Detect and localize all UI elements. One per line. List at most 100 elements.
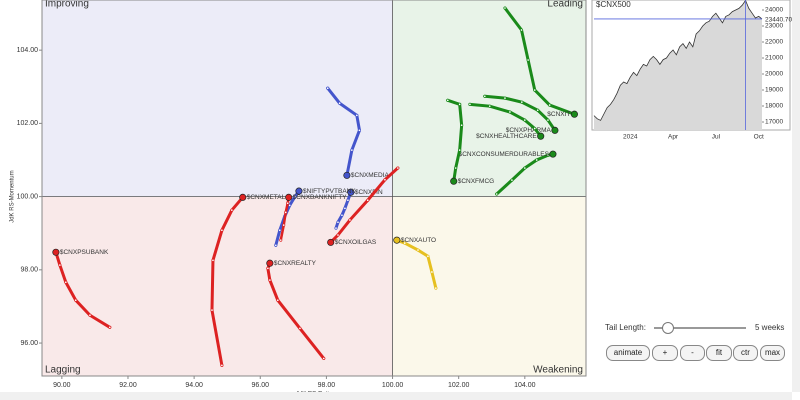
tail-point bbox=[88, 313, 92, 317]
y-tick-label: 102.00 bbox=[17, 120, 39, 127]
tail-point bbox=[430, 270, 434, 274]
tail-point bbox=[510, 178, 514, 182]
tail-point bbox=[350, 148, 354, 152]
tail-point bbox=[338, 101, 342, 105]
control-button[interactable]: ctr bbox=[733, 345, 758, 361]
tail bbox=[329, 166, 400, 244]
series-label: $CNXBANKNIFTY bbox=[293, 194, 347, 201]
series-label: $CNXHEALTHCARE bbox=[476, 133, 537, 140]
y-tick-label: 100.00 bbox=[17, 193, 39, 200]
tail-point bbox=[519, 28, 524, 32]
x-tick-label: 2024 bbox=[623, 134, 638, 141]
series-label: $CNXMETAL bbox=[247, 194, 286, 201]
tail-point bbox=[403, 241, 407, 245]
tail-point bbox=[322, 356, 326, 360]
y-tick-label: 23000 bbox=[765, 23, 783, 30]
series-label: $CNXCONSUMERDURABLES bbox=[459, 151, 550, 158]
tail-point bbox=[383, 178, 387, 182]
control-button[interactable]: max bbox=[760, 345, 785, 361]
series-label: $CNXFMCG bbox=[458, 178, 494, 185]
head-marker bbox=[343, 171, 351, 179]
tail-point bbox=[298, 326, 302, 330]
x-tick-label: 102.00 bbox=[448, 382, 470, 389]
quadrant-label: Leading bbox=[547, 0, 583, 10]
tail-point bbox=[526, 58, 530, 62]
tail-point bbox=[230, 208, 234, 212]
tail bbox=[54, 250, 112, 329]
tail-point bbox=[536, 108, 540, 112]
tail-length-value: 5 weeks bbox=[755, 323, 785, 332]
control-button[interactable]: - bbox=[680, 345, 705, 361]
tail-point bbox=[488, 104, 492, 108]
x-tick-label: 90.00 bbox=[53, 382, 71, 389]
tail-point bbox=[293, 195, 297, 199]
x-tick-label: 94.00 bbox=[185, 382, 203, 389]
tail-point bbox=[348, 218, 352, 222]
tail-point bbox=[503, 6, 507, 10]
x-tick-label: Jul bbox=[712, 134, 721, 141]
tail-point bbox=[548, 103, 552, 107]
y-tick-label: 24000 bbox=[765, 7, 783, 14]
tail-point bbox=[508, 110, 512, 114]
series-label: $CNXPSUBANK bbox=[60, 249, 109, 256]
tail-point bbox=[343, 206, 347, 210]
control-button[interactable]: animate bbox=[606, 345, 650, 361]
series-label: $CNXMEDIA bbox=[351, 172, 390, 179]
tail-point bbox=[288, 203, 292, 207]
tail-point bbox=[284, 210, 288, 214]
y-tick-label: 19000 bbox=[765, 87, 783, 94]
x-tick-label: 92.00 bbox=[119, 382, 137, 389]
tail bbox=[468, 102, 543, 138]
tail bbox=[326, 86, 362, 177]
tail-point bbox=[276, 298, 280, 302]
series-label: $CNXFIN bbox=[355, 189, 383, 196]
head-marker bbox=[537, 132, 545, 140]
series-label: $CNXOILGAS bbox=[335, 239, 377, 246]
tail-point bbox=[346, 198, 350, 202]
control-button[interactable]: fit bbox=[706, 345, 732, 361]
x-tick-label: 96.00 bbox=[251, 382, 269, 389]
series-label: $CNXREALTY bbox=[274, 260, 317, 267]
y-axis-label: JdK RS-Momentum bbox=[10, 170, 16, 222]
tail-point bbox=[546, 118, 550, 122]
tail-point bbox=[282, 223, 286, 227]
tail-point bbox=[396, 166, 400, 170]
tail-point bbox=[220, 228, 224, 232]
tail-point bbox=[533, 88, 537, 92]
slider-handle[interactable] bbox=[662, 322, 674, 334]
series-label: $CNXAUTO bbox=[401, 237, 436, 244]
series-label: $NIFTYPVTBANK bbox=[303, 188, 356, 195]
head-marker bbox=[450, 177, 458, 185]
y-tick-label: 104.00 bbox=[17, 47, 39, 54]
head-marker bbox=[52, 248, 60, 256]
tail-point bbox=[220, 363, 224, 367]
quadrant bbox=[392, 196, 586, 376]
tail-point bbox=[503, 96, 507, 100]
tail-point bbox=[278, 228, 282, 232]
tail-point bbox=[64, 280, 68, 284]
tail-point bbox=[533, 126, 537, 131]
head-marker bbox=[393, 236, 401, 244]
head-marker bbox=[327, 238, 335, 246]
control-button[interactable]: + bbox=[652, 345, 678, 361]
tail-point bbox=[535, 158, 539, 162]
quadrant-label: Lagging bbox=[45, 365, 81, 376]
tail-point bbox=[340, 213, 344, 217]
y-tick-label: 20000 bbox=[765, 71, 783, 78]
head-marker bbox=[285, 193, 293, 201]
head-marker bbox=[570, 110, 578, 118]
head-marker bbox=[266, 259, 274, 267]
slider-track[interactable] bbox=[654, 327, 746, 329]
tail-point bbox=[483, 94, 487, 98]
y-tick-label: 17000 bbox=[765, 119, 783, 126]
tail-length-label: Tail Length: bbox=[605, 323, 646, 332]
head-marker bbox=[549, 150, 557, 158]
series-label: $CNXIT bbox=[547, 111, 570, 118]
rrg-chart: Improving Leading Lagging Weakening 90.00 92.… bbox=[10, 0, 587, 398]
tail-point bbox=[279, 238, 283, 242]
y-tick-label: 98.00 bbox=[20, 267, 38, 274]
quadrant bbox=[392, 0, 586, 197]
tail-point bbox=[458, 102, 462, 106]
head-marker bbox=[295, 187, 303, 195]
